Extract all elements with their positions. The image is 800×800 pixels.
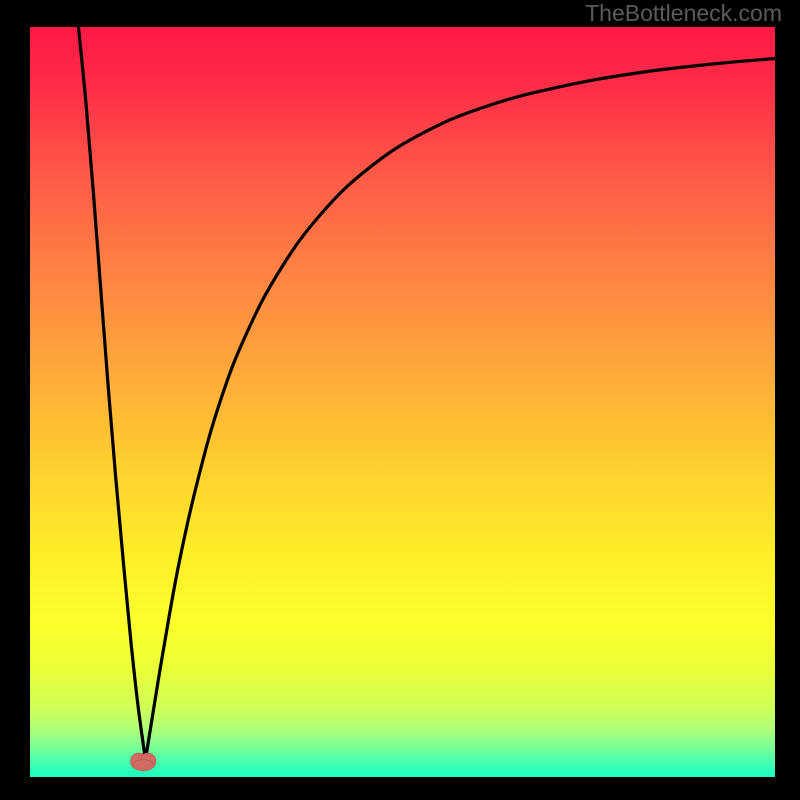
bottleneck-chart — [0, 0, 800, 800]
dip-marker — [131, 753, 156, 771]
watermark-text: TheBottleneck.com — [585, 0, 782, 27]
plot-area — [30, 27, 775, 777]
